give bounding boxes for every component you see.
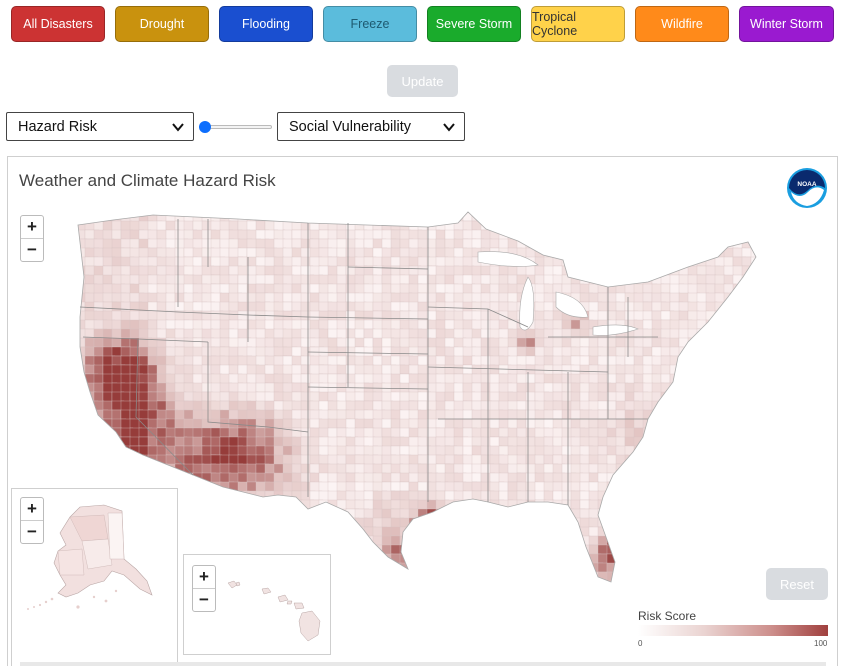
legend-max-label: 100 bbox=[814, 639, 828, 648]
left-layer-select[interactable]: Hazard Risk bbox=[6, 112, 194, 141]
noaa-logo-text: NOAA bbox=[797, 181, 816, 188]
alaska-zoom-control: + − bbox=[20, 497, 44, 544]
legend-min-label: 0 bbox=[638, 639, 643, 648]
legend-title: Risk Score bbox=[638, 609, 697, 623]
map-title: Weather and Climate Hazard Risk bbox=[19, 171, 276, 190]
update-button[interactable]: Update bbox=[387, 65, 458, 97]
slider-track[interactable] bbox=[201, 125, 272, 129]
hazard-button-flooding[interactable]: Flooding bbox=[219, 6, 313, 42]
hazard-button-freeze[interactable]: Freeze bbox=[323, 6, 417, 42]
hazard-button-drought[interactable]: Drought bbox=[115, 6, 209, 42]
hazard-button-wildfire[interactable]: Wildfire bbox=[635, 6, 729, 42]
hawaii-zoom-out-button[interactable]: − bbox=[193, 588, 215, 611]
right-layer-select-value: Social Vulnerability bbox=[289, 118, 411, 135]
alaska-map[interactable] bbox=[12, 489, 178, 666]
alaska-inset[interactable]: + − bbox=[11, 488, 178, 666]
hawaii-zoom-control: + − bbox=[192, 565, 216, 612]
left-layer-select-value: Hazard Risk bbox=[18, 118, 97, 135]
chevron-down-icon bbox=[172, 123, 184, 132]
hawaii-zoom-in-button[interactable]: + bbox=[199, 567, 209, 586]
hazard-button-tropical-cyclone[interactable]: Tropical Cyclone bbox=[531, 6, 625, 42]
zoom-out-button[interactable]: − bbox=[21, 238, 43, 261]
slider-thumb[interactable] bbox=[199, 121, 211, 133]
map-panel: Weather and Climate Hazard Risk NOAA + − bbox=[7, 156, 838, 666]
right-layer-select[interactable]: Social Vulnerability bbox=[277, 112, 465, 141]
alaska-zoom-in-button[interactable]: + bbox=[27, 499, 37, 518]
hawaii-inset[interactable]: + − bbox=[183, 554, 331, 655]
panel-bottom-edge bbox=[20, 662, 826, 666]
legend-color-ramp bbox=[638, 625, 828, 636]
blend-slider[interactable] bbox=[199, 120, 272, 134]
alaska-zoom-out-button[interactable]: − bbox=[21, 520, 43, 543]
hazard-filter-bar: All Disasters Drought Flooding Freeze Severe… bbox=[11, 6, 834, 42]
noaa-logo: NOAA bbox=[787, 168, 827, 208]
hazard-button-severe-storm[interactable]: Severe Storm bbox=[427, 6, 521, 42]
reset-button[interactable]: Reset bbox=[766, 568, 828, 600]
hazard-button-all-disasters[interactable]: All Disasters bbox=[11, 6, 105, 42]
zoom-in-button[interactable]: + bbox=[27, 217, 37, 236]
hawaii-map[interactable] bbox=[184, 555, 331, 655]
main-zoom-control: + − bbox=[20, 215, 44, 262]
chevron-down-icon bbox=[443, 123, 455, 132]
hazard-button-winter-storm[interactable]: Winter Storm bbox=[739, 6, 834, 42]
